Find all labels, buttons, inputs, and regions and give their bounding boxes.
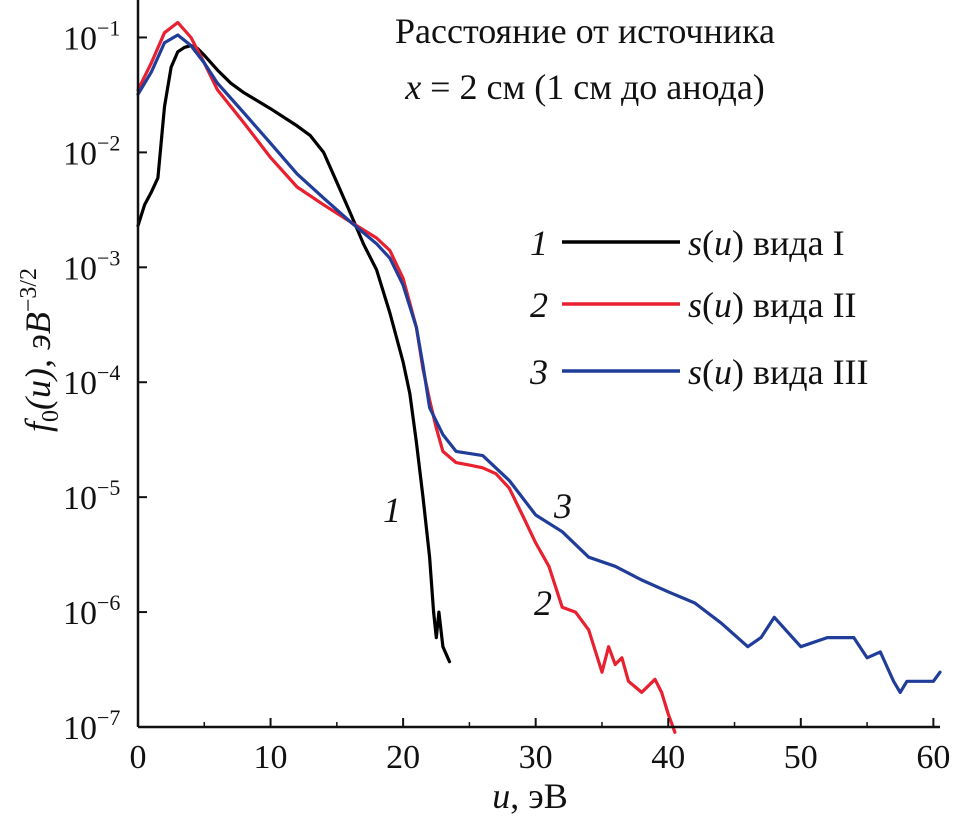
y-tick-label: 10−2 <box>63 130 120 172</box>
legend-number-2: 2 <box>530 285 548 325</box>
y-tick-label: 10−3 <box>63 245 120 287</box>
chart-title-line-2: x = 2 см (1 см до анода) <box>404 67 765 107</box>
legend-number-1: 1 <box>530 223 548 263</box>
series-line-2 <box>136 20 677 734</box>
x-tick-label: 30 <box>519 739 553 776</box>
title-rest: = 2 см (1 см до анода) <box>421 67 765 107</box>
chart-title-line-1: Расстояние от источника <box>395 11 775 51</box>
x-tick-label: 60 <box>916 739 950 776</box>
x-axis-variable: u <box>492 776 510 816</box>
curve-label-3: 3 <box>553 486 572 526</box>
legend-label-2: s(u) вида II <box>688 285 857 325</box>
series-line-3 <box>136 33 942 694</box>
y-tick-label: 10−5 <box>63 475 120 517</box>
title-variable: x <box>404 67 421 107</box>
x-axis-title: u, эВ <box>492 776 567 816</box>
y-tick-label: 10−7 <box>63 705 120 747</box>
y-axis-title: f0(u), эВ−3/2 <box>16 268 64 432</box>
legend-number-3: 3 <box>529 352 548 392</box>
x-tick-label: 0 <box>130 739 147 776</box>
y-axis-sub: 0 <box>38 410 64 422</box>
curve-label-2: 2 <box>534 583 552 623</box>
curve-label-1: 1 <box>383 490 401 530</box>
ticks: 0 10 20 30 40 50 60 10−7 10−6 10−5 10−4 10−3 10−2 10−… <box>63 15 950 776</box>
plot-lines <box>136 20 942 734</box>
x-tick-label: 40 <box>651 739 685 776</box>
legend-label-1: s(u) вида I <box>688 223 845 263</box>
series-line-1 <box>136 44 452 664</box>
axes <box>136 0 940 729</box>
y-axis-sup: −3/2 <box>16 268 42 312</box>
y-tick-label: 10−6 <box>63 590 120 632</box>
x-tick-label: 20 <box>386 739 420 776</box>
legend-label-3: s(u) вида III <box>688 352 869 392</box>
y-axis-mid: (u), эВ <box>18 312 58 410</box>
x-axis-unit: , эВ <box>510 776 567 816</box>
x-tick-label: 50 <box>784 739 818 776</box>
legend: 1 s(u) вида I 2 s(u) вида II 3 s(u) вида III <box>529 223 869 392</box>
y-tick-label: 10−1 <box>63 15 120 57</box>
y-tick-label: 10−4 <box>63 360 120 402</box>
curve-labels: 1 2 3 <box>383 486 572 623</box>
x-tick-label: 10 <box>254 739 288 776</box>
